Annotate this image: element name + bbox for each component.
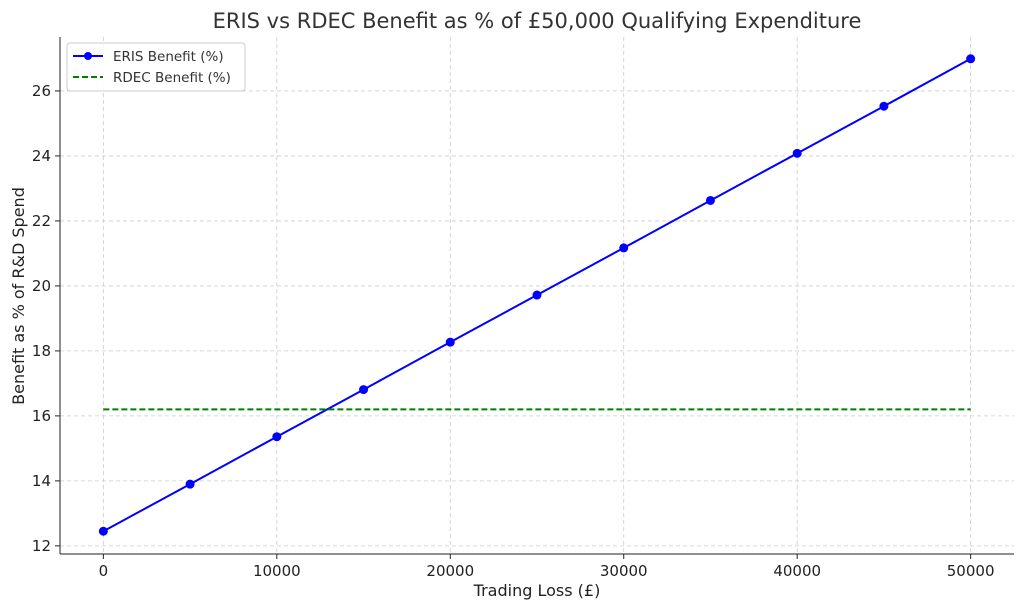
legend-frame: [66, 42, 246, 92]
eris-data-point: [792, 148, 802, 158]
legend-label-rdec: RDEC Benefit (%): [113, 70, 231, 86]
eris-data-point: [272, 432, 282, 442]
eris-data-point: [98, 526, 108, 536]
eris-data-point: [619, 243, 629, 253]
y-tick-label: 12: [32, 537, 51, 555]
eris-data-point: [445, 337, 455, 347]
eris-data-point: [705, 195, 715, 205]
x-tick-label: 10000: [253, 562, 301, 580]
eris-data-point: [879, 101, 889, 111]
x-tick-label: 40000: [773, 562, 821, 580]
y-axis-label: Benefit as % of R&D Spend: [9, 187, 28, 405]
tick-labels: 0 10000 20000 30000 40000 50000 12 14 16 18 20 22 24…: [32, 82, 995, 580]
grid: [60, 37, 1014, 554]
x-axis-label: Trading Loss (£): [473, 581, 601, 600]
y-tick-label: 20: [32, 277, 51, 295]
legend-label-eris: ERIS Benefit (%): [113, 49, 224, 65]
eris-data-point: [359, 385, 369, 395]
axes: [55, 37, 1014, 559]
x-tick-label: 50000: [947, 562, 995, 580]
eris-data-point: [966, 54, 976, 64]
x-tick-label: 20000: [426, 562, 474, 580]
series-layer: [98, 54, 976, 536]
legend-marker-eris: [84, 52, 92, 60]
y-tick-label: 26: [32, 82, 51, 100]
legend: ERIS Benefit (%) RDEC Benefit (%): [66, 42, 246, 92]
y-tick-label: 24: [32, 147, 51, 165]
eris-data-point: [532, 290, 542, 300]
y-tick-label: 14: [32, 472, 51, 490]
eris-data-point: [185, 479, 195, 489]
y-tick-label: 22: [32, 212, 51, 230]
y-tick-label: 16: [32, 407, 51, 425]
y-tick-label: 18: [32, 342, 51, 360]
chart-title: ERIS vs RDEC Benefit as % of £50,000 Qua…: [213, 9, 862, 33]
x-tick-label: 30000: [600, 562, 648, 580]
x-tick-label: 0: [99, 562, 109, 580]
